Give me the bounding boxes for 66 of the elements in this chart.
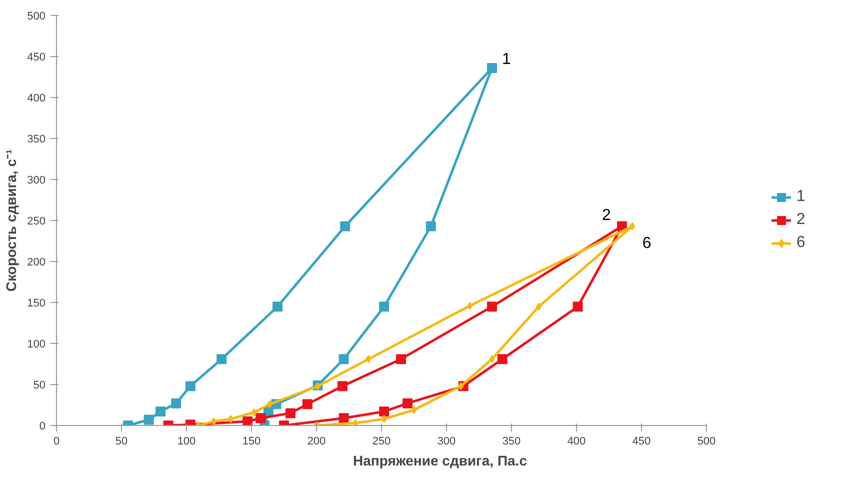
legend-label: 6 [796, 234, 806, 252]
x-tick-label: 200 [307, 436, 326, 448]
point [216, 354, 227, 364]
x-tick-label: 500 [697, 436, 716, 448]
point [402, 398, 412, 408]
x-tick-label: 100 [177, 436, 196, 448]
point [338, 413, 349, 424]
point [497, 354, 508, 364]
point [487, 302, 497, 312]
point [144, 414, 154, 425]
x-tick-label: 450 [632, 436, 651, 448]
x-tick-label: 0 [53, 436, 60, 448]
point [379, 302, 390, 312]
y-tick-label: 500 [27, 10, 46, 22]
legend-label: 2 [796, 211, 806, 229]
x-tick-label: 250 [372, 436, 391, 448]
x-tick-label: 50 [115, 436, 128, 448]
point [489, 355, 495, 364]
y-tick-label: 400 [27, 92, 46, 104]
point [338, 381, 348, 392]
point [185, 381, 196, 392]
y-tick-label: 300 [27, 174, 46, 186]
point [302, 399, 312, 410]
point [338, 354, 349, 364]
point [487, 62, 497, 73]
legend-label: 1 [796, 188, 806, 206]
point [467, 302, 473, 310]
x-tick-label: 300 [437, 436, 456, 448]
y-tick-label: 0 [39, 420, 46, 432]
point [256, 413, 266, 424]
x-tick-label: 350 [502, 436, 521, 448]
point [171, 398, 182, 408]
point [242, 416, 253, 426]
point [630, 222, 636, 230]
point [366, 355, 372, 364]
x-tick-label: 150 [242, 436, 261, 448]
point [340, 221, 350, 232]
y-axis-title: Скорость сдвига, с⁻¹ [3, 149, 20, 292]
point [426, 221, 436, 232]
y-tick-label: 200 [27, 256, 46, 268]
point [536, 302, 542, 311]
point [266, 400, 273, 408]
y-tick-label: 100 [27, 338, 46, 350]
point [272, 302, 282, 312]
point [156, 406, 166, 417]
point [396, 354, 406, 364]
x-tick-label: 400 [567, 436, 586, 448]
point [210, 417, 217, 426]
point [286, 408, 296, 418]
annotation: 1 [502, 50, 511, 68]
y-tick-label: 50 [33, 380, 46, 392]
point [352, 419, 358, 426]
point [379, 406, 390, 417]
x-axis-title: Напряжение сдвига, Па.с [353, 452, 528, 468]
point [572, 302, 583, 312]
point [251, 408, 257, 416]
point [228, 414, 234, 423]
y-tick-label: 450 [27, 52, 46, 64]
y-tick-label: 250 [27, 216, 46, 228]
annotation: 2 [602, 207, 611, 224]
y-tick-label: 150 [27, 298, 46, 310]
y-tick-label: 350 [27, 134, 46, 146]
point [411, 406, 417, 414]
point [458, 382, 464, 390]
annotation: 6 [642, 235, 652, 252]
point [381, 414, 387, 423]
